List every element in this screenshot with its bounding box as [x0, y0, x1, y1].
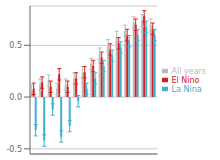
svg-text:0.5: 0.5	[9, 41, 22, 50]
svg-text:-0.5: -0.5	[8, 145, 22, 154]
html-text:All years: All years	[171, 66, 206, 76]
svg-text:0.0: 0.0	[9, 93, 22, 102]
html-text:El Nino: El Nino	[171, 75, 200, 85]
html-text:La Nina: La Nina	[171, 84, 202, 94]
